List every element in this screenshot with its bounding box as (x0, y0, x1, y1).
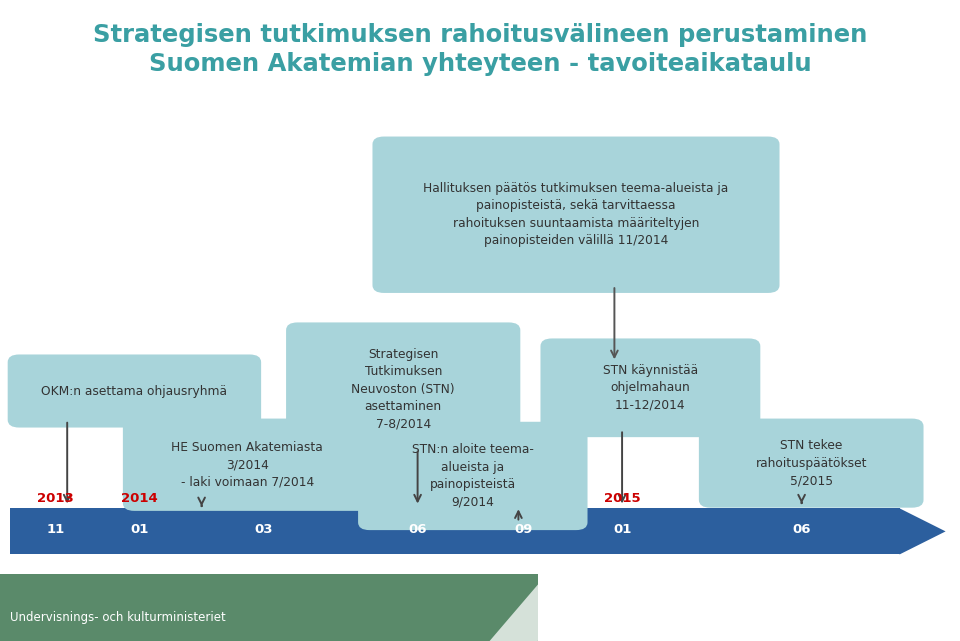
Text: STN käynnistää
ohjelmahaun
11-12/2014: STN käynnistää ohjelmahaun 11-12/2014 (603, 364, 698, 412)
Text: Strategisen tutkimuksen rahoitusvälineen perustaminen: Strategisen tutkimuksen rahoitusvälineen… (93, 23, 867, 47)
FancyBboxPatch shape (8, 354, 261, 428)
FancyBboxPatch shape (358, 422, 588, 530)
Text: 2013: 2013 (37, 492, 74, 505)
FancyBboxPatch shape (10, 508, 900, 554)
Polygon shape (900, 508, 946, 554)
Text: 06: 06 (408, 522, 427, 536)
Text: 01: 01 (130, 522, 149, 536)
FancyBboxPatch shape (372, 137, 780, 293)
Text: HE Suomen Akatemiasta
3/2014
- laki voimaan 7/2014: HE Suomen Akatemiasta 3/2014 - laki voim… (171, 441, 324, 488)
Text: 09: 09 (514, 522, 533, 536)
Text: 03: 03 (254, 522, 274, 536)
Text: 01: 01 (612, 522, 632, 536)
FancyBboxPatch shape (123, 419, 372, 511)
FancyBboxPatch shape (699, 419, 924, 508)
Text: STN:n aloite teema-
alueista ja
painopisteistä
9/2014: STN:n aloite teema- alueista ja painopis… (412, 443, 534, 509)
Text: Undervisnings- och kulturministeriet: Undervisnings- och kulturministeriet (10, 611, 226, 624)
FancyBboxPatch shape (540, 338, 760, 437)
Text: 2014: 2014 (121, 492, 157, 505)
Text: 06: 06 (792, 522, 811, 536)
Text: Strategisen
Tutkimuksen
Neuvoston (STN)
asettaminen
7-8/2014: Strategisen Tutkimuksen Neuvoston (STN) … (351, 348, 455, 431)
Text: Hallituksen päätös tutkimuksen teema-alueista ja
painopisteistä, sekä tarvittaes: Hallituksen päätös tutkimuksen teema-alu… (423, 182, 729, 247)
Text: 11: 11 (46, 522, 65, 536)
Polygon shape (490, 574, 595, 641)
Text: Suomen Akatemian yhteyteen - tavoiteaikataulu: Suomen Akatemian yhteyteen - tavoiteaika… (149, 52, 811, 76)
Text: 2015: 2015 (604, 492, 640, 505)
Text: STN tekee
rahoituspäätökset
5/2015: STN tekee rahoituspäätökset 5/2015 (756, 439, 867, 487)
Text: OKM:n asettama ohjausryhmä: OKM:n asettama ohjausryhmä (41, 385, 228, 397)
FancyBboxPatch shape (286, 322, 520, 456)
FancyBboxPatch shape (0, 574, 538, 641)
